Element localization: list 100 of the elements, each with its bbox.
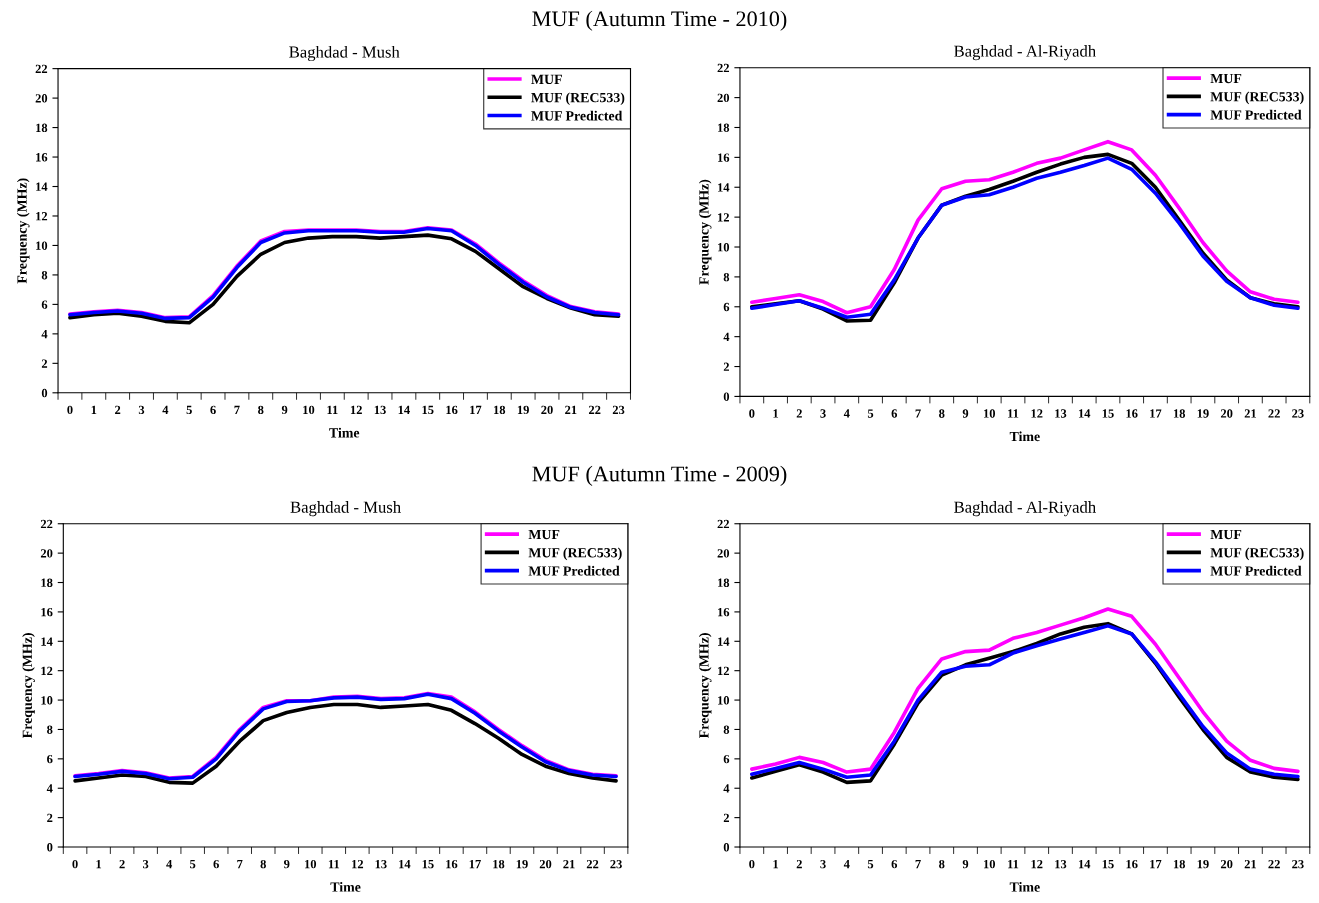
y-tick-label: 0	[723, 843, 730, 852]
y-tick-label: 6	[723, 302, 730, 312]
x-tick-label: 3	[820, 409, 826, 418]
x-tick-label: 14	[1078, 409, 1091, 418]
x-tick-label: 7	[237, 860, 243, 869]
y-tick-label: 10	[41, 696, 53, 705]
x-tick-label: 20	[539, 859, 552, 869]
x-axis-title: Time	[1009, 431, 1040, 442]
y-tick-label: 2	[723, 362, 730, 371]
x-tick-label: 7	[915, 860, 921, 869]
y-axis-title: Frequency (MHz)	[698, 179, 712, 285]
x-tick-label: 17	[1150, 859, 1162, 869]
x-tick-label: 6	[891, 409, 898, 418]
y-tick-label: 6	[41, 300, 48, 309]
x-tick-label: 8	[939, 409, 945, 418]
x-tick-label: 9	[281, 405, 288, 415]
x-tick-label: 12	[1031, 409, 1043, 418]
x-tick-label: 23	[610, 859, 622, 869]
y-tick-label: 10	[36, 241, 48, 250]
x-tick-label: 1	[96, 859, 102, 869]
x-tick-label: 21	[563, 859, 575, 869]
x-tick-label: 18	[493, 859, 505, 869]
x-tick-label: 14	[399, 859, 411, 869]
x-tick-label: 10	[984, 859, 996, 869]
x-tick-label: 9	[283, 859, 290, 869]
x-tick-label: 13	[1055, 409, 1067, 418]
x-tick-label: 12	[352, 859, 364, 869]
y-tick-label: 20	[35, 94, 48, 103]
x-tick-label: 17	[469, 859, 481, 869]
x-tick-label: 1	[773, 409, 779, 418]
text: MUF (Autumn Time - 2010)	[532, 10, 787, 31]
chart-title: Baghdad - Mush	[290, 501, 401, 517]
y-tick-label: 12	[36, 212, 48, 221]
legend-label: MUF (REC533)	[531, 92, 625, 106]
x-tick-label: 11	[328, 859, 340, 869]
x-tick-label: 10	[984, 409, 996, 418]
chart-title: Baghdad - Mush	[289, 45, 400, 62]
y-tick-label: 4	[41, 329, 48, 339]
y-tick-label: 2	[723, 813, 730, 822]
y-tick-label: 0	[47, 843, 53, 852]
y-tick-label: 8	[723, 272, 730, 282]
y-tick-label: 2	[47, 813, 53, 822]
legend-label: MUF	[1210, 529, 1242, 540]
x-tick-label: 15	[422, 859, 434, 869]
y-tick-label: 4	[723, 784, 730, 793]
x-tick-label: 8	[939, 859, 945, 869]
y-tick-label: 6	[723, 754, 730, 764]
x-tick-label: 3	[138, 405, 145, 415]
y-tick-label: 22	[717, 63, 730, 73]
x-tick-label: 20	[1220, 409, 1233, 418]
y-tick-label: 20	[717, 549, 730, 558]
y-tick-label: 16	[718, 153, 730, 162]
y-tick-label: 12	[718, 213, 730, 222]
x-tick-label: 21	[1244, 859, 1257, 869]
y-tick-label: 14	[718, 183, 730, 192]
x-tick-label: 0	[67, 405, 73, 415]
x-tick-label: 5	[867, 409, 874, 418]
x-tick-label: 13	[374, 405, 386, 415]
x-tick-label: 22	[588, 405, 601, 414]
x-tick-label: 17	[470, 405, 482, 414]
legend-label: MUF Predicted	[1210, 109, 1302, 120]
y-tick-label: 22	[40, 519, 53, 529]
x-tick-label: 10	[303, 405, 315, 415]
legend-label: MUF Predicted	[528, 565, 620, 576]
x-tick-label: 9	[962, 409, 969, 418]
x-tick-label: 19	[516, 859, 528, 869]
y-tick-label: 16	[36, 153, 48, 162]
x-tick-label: 22	[586, 859, 599, 869]
x-tick-label: 5	[186, 405, 192, 415]
x-tick-label: 23	[1292, 409, 1304, 418]
x-tick-label: 22	[1268, 409, 1280, 418]
y-tick-label: 4	[46, 784, 53, 793]
x-tick-label: 19	[1197, 409, 1209, 418]
x-tick-label: 19	[517, 405, 529, 415]
y-axis-title: Frequency (MHz)	[698, 633, 712, 739]
x-tick-label: 7	[234, 405, 240, 414]
x-tick-label: 16	[1126, 409, 1138, 418]
y-tick-label: 8	[47, 725, 53, 734]
x-tick-label: 2	[796, 409, 802, 418]
y-tick-label: 10	[718, 696, 730, 705]
legend-label: MUF (REC533)	[1210, 547, 1304, 561]
x-tick-label: 23	[1292, 859, 1304, 869]
x-tick-label: 6	[213, 859, 219, 869]
x-tick-label: 16	[446, 405, 458, 415]
x-tick-label: 4	[162, 405, 169, 414]
x-tick-label: 15	[1102, 859, 1114, 869]
x-tick-label: 12	[1031, 859, 1043, 869]
y-tick-label: 16	[41, 607, 53, 617]
y-tick-label: 22	[35, 64, 48, 73]
x-tick-label: 15	[1102, 409, 1114, 418]
x-tick-label: 18	[1173, 409, 1186, 418]
x-tick-label: 6	[210, 405, 216, 415]
x-tick-label: 4	[166, 859, 173, 869]
x-tick-label: 10	[305, 859, 317, 869]
x-axis-title: Time	[330, 881, 361, 892]
x-tick-label: 4	[843, 859, 850, 869]
x-tick-label: 16	[1126, 859, 1138, 869]
x-tick-label: 22	[1268, 859, 1280, 869]
y-tick-label: 18	[718, 578, 730, 587]
x-tick-label: 2	[796, 859, 802, 869]
